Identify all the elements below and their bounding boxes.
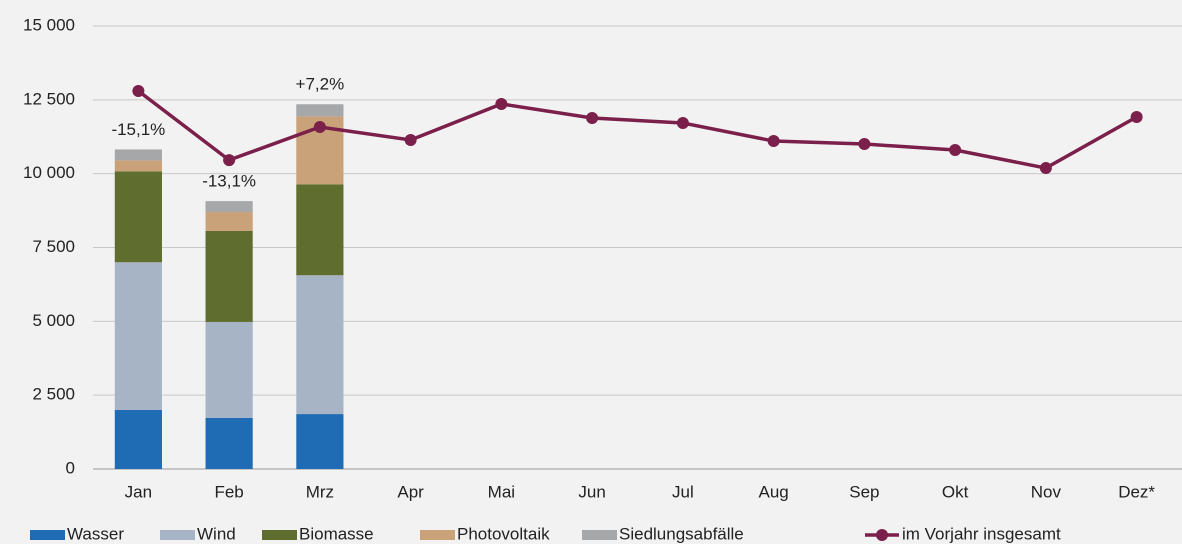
bar-segment bbox=[114, 409, 162, 469]
legend-swatch bbox=[582, 530, 617, 540]
legend-swatch bbox=[30, 530, 65, 540]
x-tick-label: Okt bbox=[942, 482, 969, 501]
line-marker bbox=[132, 84, 145, 97]
y-tick-label: 10 000 bbox=[23, 163, 75, 182]
line-marker bbox=[858, 137, 871, 150]
x-tick-label: Jun bbox=[578, 482, 605, 501]
bar-segment bbox=[205, 321, 253, 418]
legend-label: im Vorjahr insgesamt bbox=[902, 524, 1061, 543]
x-tick-label: Mrz bbox=[306, 482, 334, 501]
x-tick-label: Mai bbox=[488, 482, 515, 501]
legend-marker bbox=[876, 529, 888, 541]
x-tick-label: Feb bbox=[214, 482, 243, 501]
x-tick-label: Nov bbox=[1031, 482, 1062, 501]
legend-label: Photovoltaik bbox=[457, 524, 550, 543]
bar-segment bbox=[296, 184, 344, 276]
line-marker bbox=[1039, 162, 1052, 175]
x-tick-label: Jan bbox=[125, 482, 152, 501]
bar-segment bbox=[114, 160, 162, 172]
x-tick-label: Aug bbox=[759, 482, 789, 501]
y-tick-label: 0 bbox=[66, 458, 75, 477]
legend-swatch bbox=[262, 530, 297, 540]
line-marker bbox=[1130, 110, 1143, 123]
bar-segment bbox=[296, 275, 344, 415]
legend-label: Siedlungsabfälle bbox=[619, 524, 744, 543]
line-marker bbox=[313, 121, 326, 134]
legend-label: Wasser bbox=[67, 524, 124, 543]
bar-segment bbox=[114, 171, 162, 263]
bar-segment bbox=[114, 262, 162, 410]
bar-segment bbox=[114, 149, 162, 161]
line-marker bbox=[767, 135, 780, 148]
legend-label: Biomasse bbox=[299, 524, 374, 543]
bar-segment bbox=[205, 417, 253, 469]
bar-segment bbox=[205, 230, 253, 322]
legend-swatch bbox=[160, 530, 195, 540]
annotation: -15,1% bbox=[111, 120, 165, 139]
legend-swatch bbox=[420, 530, 455, 540]
annotation: -13,1% bbox=[202, 172, 256, 191]
bar-segment bbox=[296, 104, 344, 117]
y-tick-label: 12 500 bbox=[23, 89, 75, 108]
x-tick-label: Apr bbox=[397, 482, 424, 501]
annotation: +7,2% bbox=[296, 75, 345, 94]
y-tick-label: 7 500 bbox=[32, 237, 75, 256]
y-tick-label: 2 500 bbox=[32, 385, 75, 404]
x-tick-label: Sep bbox=[849, 482, 879, 501]
line-marker bbox=[586, 111, 599, 124]
x-tick-label: Jul bbox=[672, 482, 694, 501]
bar-segment bbox=[296, 414, 344, 469]
line-marker bbox=[404, 133, 417, 146]
line-marker bbox=[949, 144, 962, 157]
bar-segment bbox=[205, 212, 253, 231]
line-marker bbox=[676, 117, 689, 130]
x-tick-label: Dez* bbox=[1118, 482, 1155, 501]
line bbox=[137, 89, 1138, 170]
y-tick-label: 15 000 bbox=[23, 15, 75, 34]
line-marker bbox=[495, 97, 508, 110]
y-tick-label: 5 000 bbox=[32, 311, 75, 330]
bar-segment bbox=[205, 201, 253, 213]
line-marker bbox=[223, 154, 236, 167]
legend-label: Wind bbox=[197, 524, 236, 543]
